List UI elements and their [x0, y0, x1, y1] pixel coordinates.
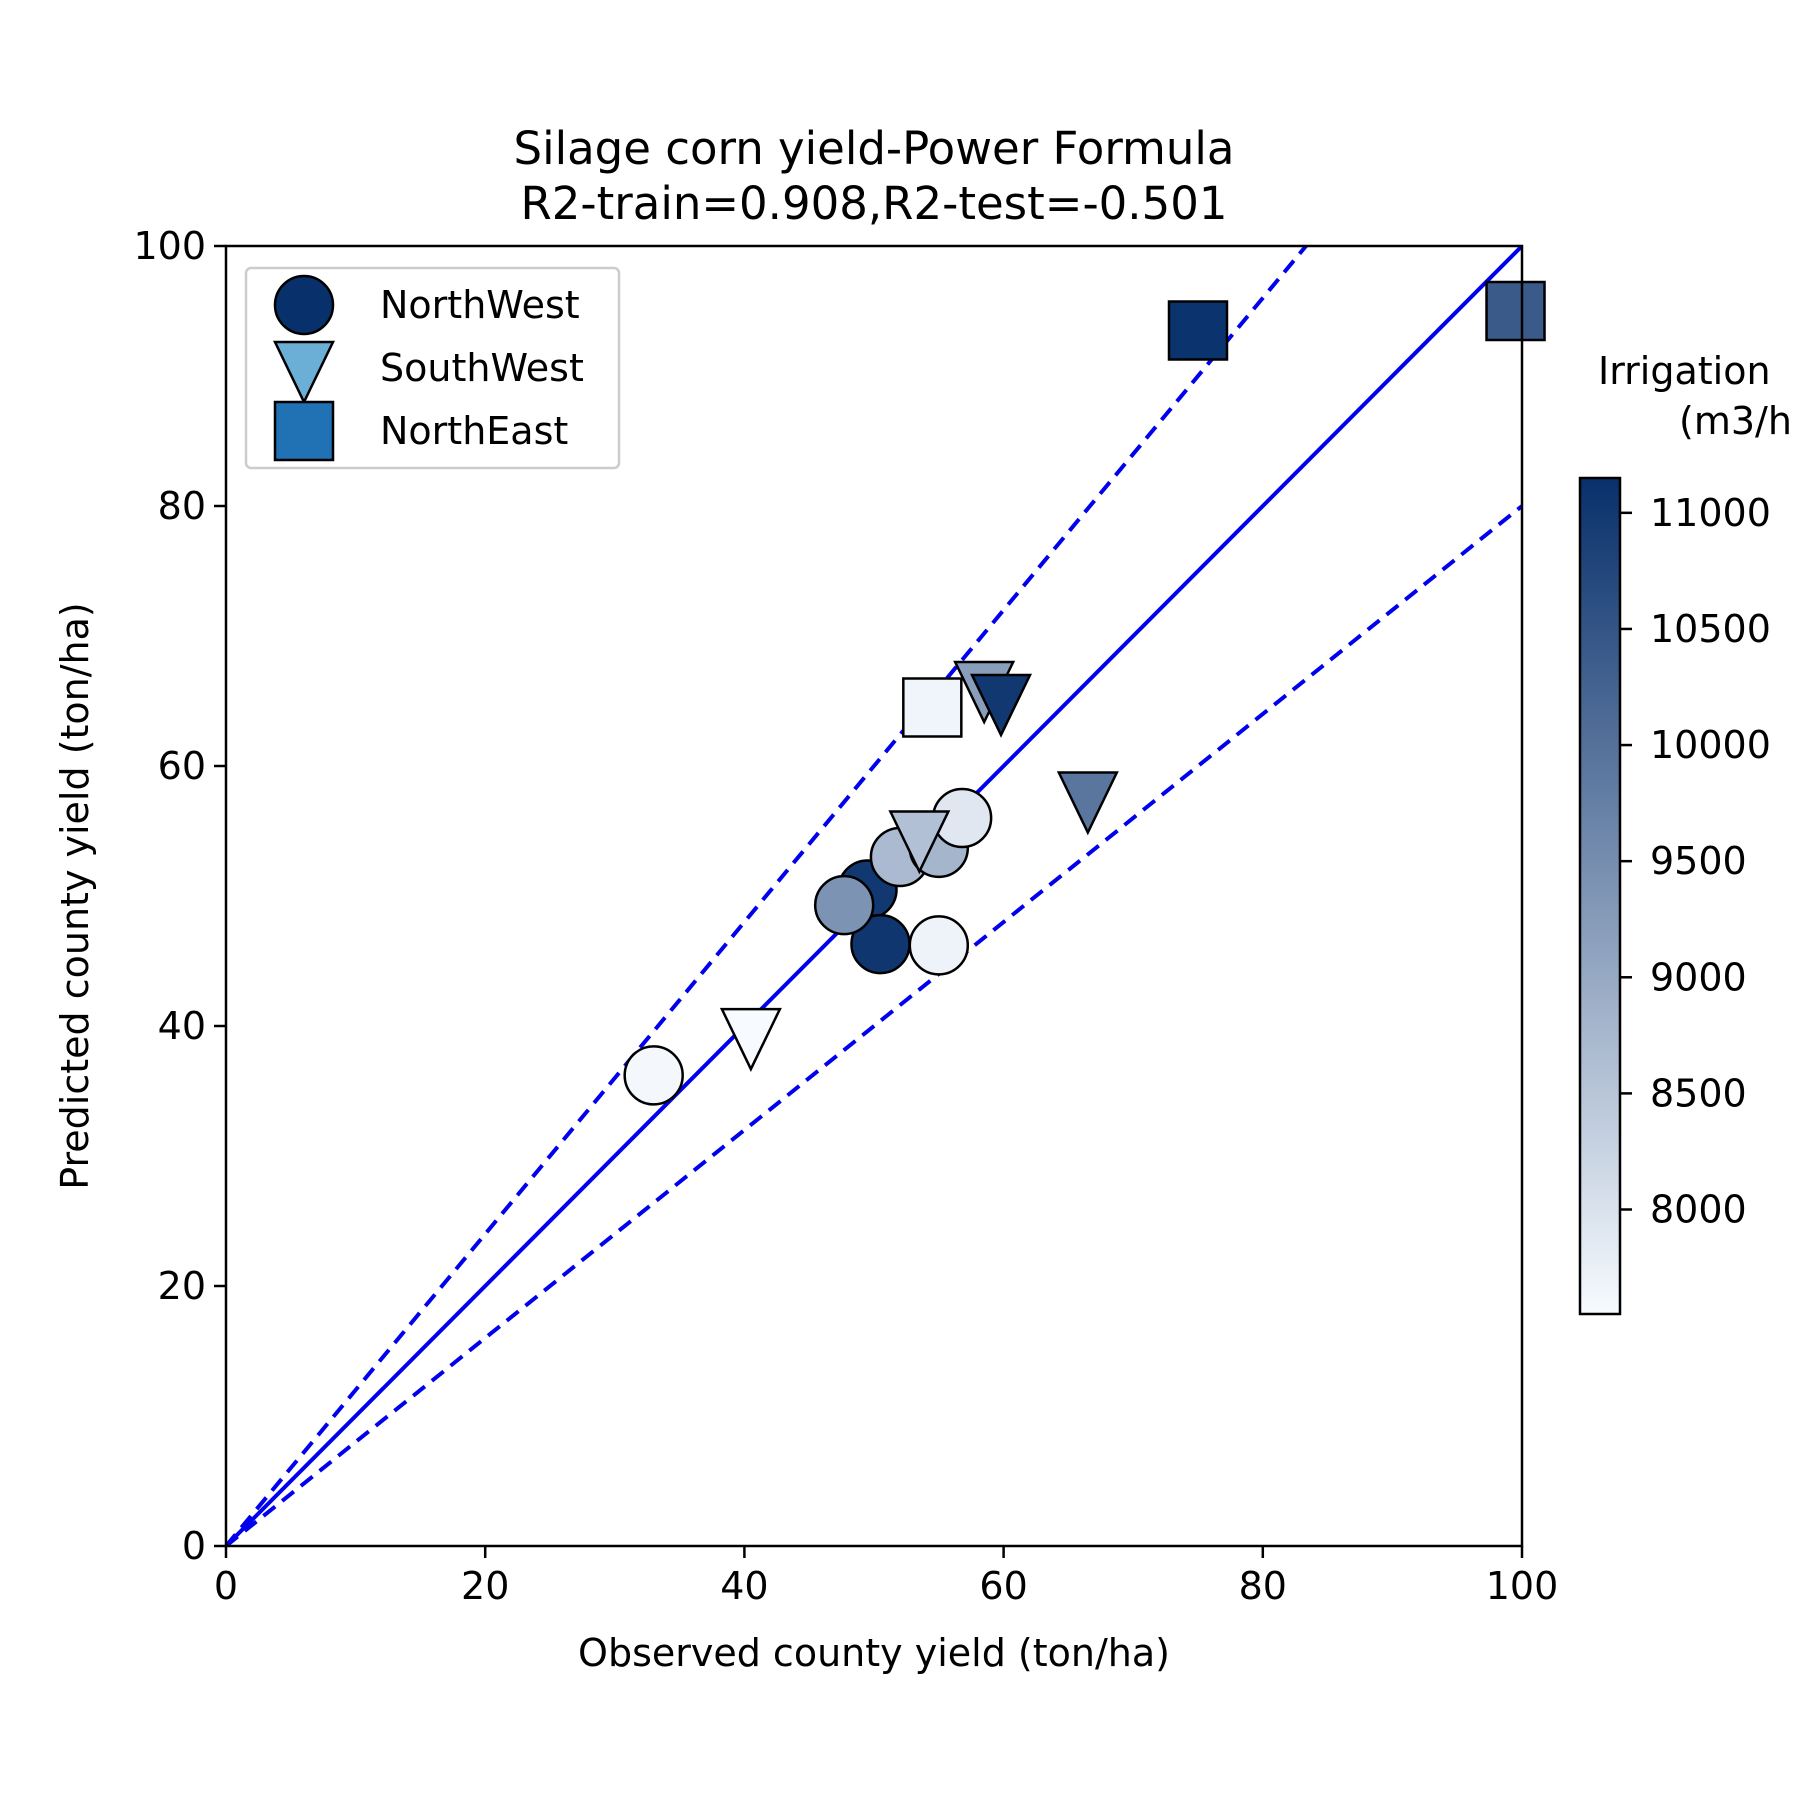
- colorbar: Irrigation (m3/h 8000 8500 9000 9500 10000 10…: [1578, 349, 1792, 1316]
- y-tick-label: 0: [182, 1524, 206, 1568]
- x-tick-label: 100: [1486, 1564, 1559, 1608]
- point-northwest-1: [623, 1045, 684, 1106]
- x-tick-label: 0: [214, 1564, 238, 1608]
- point-northwest-4: [813, 874, 875, 936]
- legend-marker-northeast: [273, 400, 335, 462]
- chart-subtitle: R2-train=0.908,R2-test=-0.501: [520, 177, 1227, 230]
- y-axis-label: Predicted county yield (ton/ha): [53, 602, 97, 1189]
- legend-label-southwest: SouthWest: [380, 346, 584, 390]
- legend-marker-southwest: [273, 340, 335, 405]
- x-tick-label: 80: [1239, 1564, 1287, 1608]
- colorbar-tick-label: 10000: [1650, 723, 1771, 767]
- reference-line-2: [226, 246, 1309, 1546]
- point-southwest-4: [970, 673, 1033, 738]
- reference-lines: [226, 246, 1522, 1546]
- chart-title: Silage corn yield-Power Formula: [514, 122, 1235, 175]
- x-axis-label: Observed county yield (ton/ha): [578, 1631, 1170, 1675]
- plot-frame: [224, 244, 1524, 1548]
- x-tick-label: 60: [979, 1564, 1027, 1608]
- legend-frame: [244, 266, 621, 470]
- point-northwest-8: [908, 915, 970, 976]
- scatter-points: [623, 280, 1546, 1106]
- point-southwest-1: [719, 1007, 782, 1072]
- colorbar-gradient: [1578, 476, 1622, 1316]
- y-tick-label: 40: [158, 1004, 206, 1048]
- colorbar-label-line1: Irrigation: [1598, 349, 1771, 393]
- y-axis: 0 20 40 60 80 100: [133, 224, 226, 1568]
- x-tick-label: 20: [461, 1564, 509, 1608]
- legend-marker-northwest: [273, 274, 335, 336]
- reference-line-3: [226, 504, 1522, 1546]
- colorbar-tick-label: 9500: [1650, 839, 1747, 883]
- colorbar-tick-label: 11000: [1650, 491, 1771, 535]
- x-axis: 0 20 40 60 80 100: [214, 1546, 1558, 1608]
- x-tick-label: 40: [720, 1564, 768, 1608]
- point-northeast-2: [902, 677, 963, 738]
- y-tick-label: 20: [158, 1264, 206, 1308]
- y-tick-label: 100: [133, 224, 206, 268]
- legend-label-northeast: NorthEast: [380, 409, 568, 453]
- point-northeast-1: [1167, 300, 1229, 361]
- colorbar-label-line2: (m3/h: [1679, 399, 1792, 443]
- point-southwest-5: [1056, 771, 1119, 836]
- colorbar-tick-label: 9000: [1650, 955, 1747, 999]
- y-tick-label: 60: [158, 744, 206, 788]
- colorbar-tick-label: 8000: [1650, 1188, 1747, 1232]
- point-northeast-3: [1485, 280, 1546, 342]
- point-southwest-2: [888, 810, 951, 875]
- legend-label-northwest: NorthWest: [380, 283, 580, 327]
- colorbar-tick-label: 10500: [1650, 607, 1771, 651]
- y-tick-label: 80: [158, 484, 206, 528]
- colorbar-tick-label: 8500: [1650, 1071, 1747, 1115]
- legend: NorthWest SouthWest NorthEast: [244, 266, 621, 470]
